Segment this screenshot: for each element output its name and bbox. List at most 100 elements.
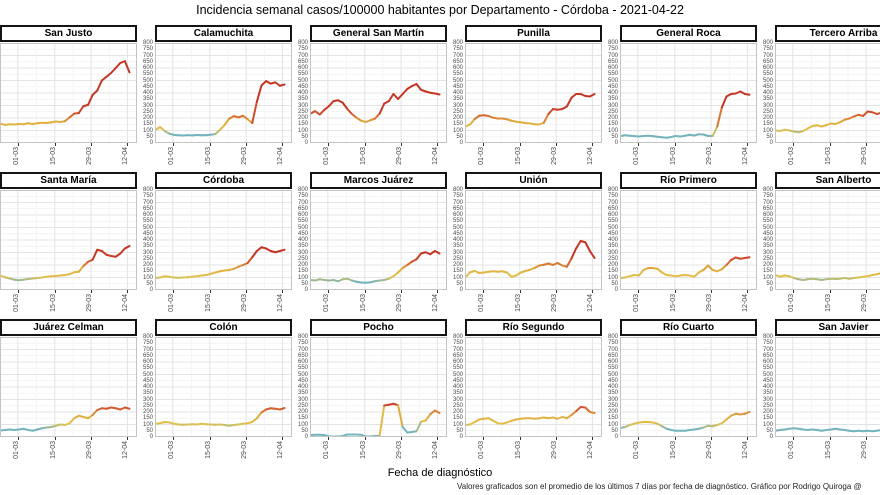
axis-tick	[127, 290, 129, 293]
y-tick-label: 0	[149, 287, 153, 293]
x-tick-label: 12-04	[277, 294, 285, 312]
y-tick-label: 500	[607, 224, 618, 231]
incidence-line-segment	[278, 248, 286, 252]
axis-tick	[519, 290, 521, 293]
x-tick-label: 15-03	[359, 294, 367, 312]
y-tick-label: 600	[297, 359, 308, 365]
incidence-line-segment	[725, 259, 733, 266]
incidence-line-segment	[68, 417, 76, 425]
y-tick-label: 750	[452, 46, 463, 53]
facet-panel-7	[0, 190, 137, 290]
x-tick-label: 12-04	[122, 441, 130, 459]
y-tick-label: 800	[607, 187, 618, 193]
incidence-line-segment	[875, 272, 880, 276]
incidence-line-segment	[415, 420, 423, 433]
y-tick-label: 550	[297, 365, 308, 372]
incidence-line-segment	[415, 252, 423, 261]
x-tick-label: 01-03	[787, 147, 795, 165]
axis-tick	[91, 143, 93, 146]
y-tick-label: 700	[607, 199, 618, 206]
x-tick-label: 01-03	[477, 441, 485, 459]
y-tick-label: 400	[142, 237, 153, 243]
y-tick-label: 600	[452, 65, 463, 71]
x-tick-label: 01-03	[167, 147, 175, 165]
x-tick-label: 01-03	[632, 441, 640, 459]
x-tick-label: 29-03	[86, 441, 94, 459]
incidence-line-segment	[397, 404, 404, 428]
y-tick-label: 200	[762, 409, 773, 415]
facet-strip-label: Santa María	[40, 175, 97, 186]
y-tick-label: 550	[452, 218, 463, 225]
y-tick-label: 200	[452, 115, 463, 121]
y-tick-label: 650	[762, 205, 773, 212]
panel-border	[620, 43, 757, 143]
y-tick-label: 400	[297, 90, 308, 96]
y-tick-label: 50	[146, 133, 153, 140]
facet-panel-11	[620, 190, 757, 290]
y-tick-label: 200	[452, 262, 463, 268]
y-tick-label: 250	[762, 108, 773, 115]
x-tick-label: 12-04	[742, 147, 750, 165]
incidence-line-segment	[565, 257, 573, 268]
incidence-line-segment	[875, 112, 880, 115]
axis-tick	[829, 143, 831, 146]
y-tick-label: 200	[607, 262, 618, 268]
y-tick-label: 300	[452, 102, 463, 109]
axis-tick	[246, 437, 248, 440]
x-tick-label: 29-03	[706, 294, 714, 312]
y-tick-label: 250	[762, 402, 773, 409]
y-tick-label: 700	[452, 199, 463, 206]
incidence-line-segment	[159, 126, 166, 133]
x-tick-label: 15-03	[669, 441, 677, 459]
y-tick-label: 350	[452, 243, 463, 250]
y-tick-label: 0	[149, 434, 153, 440]
y-tick-label: 50	[301, 133, 308, 140]
y-tick-label: 600	[452, 212, 463, 218]
y-tick-label: 450	[762, 83, 773, 90]
y-tick-label: 650	[607, 205, 618, 212]
panel-border	[155, 43, 292, 143]
y-tick-label: 600	[142, 212, 153, 218]
incidence-line-segment	[720, 95, 728, 109]
y-tick-label: 500	[607, 77, 618, 84]
axis-tick	[209, 290, 211, 293]
incidence-line-segment	[720, 264, 728, 271]
incidence-line-segment	[82, 260, 90, 267]
x-tick-label: 29-03	[241, 441, 249, 459]
y-tick-label: 250	[607, 402, 618, 409]
y-tick-label: 50	[611, 427, 618, 434]
y-tick-label: 750	[762, 340, 773, 347]
y-tick-label: 50	[766, 427, 773, 434]
x-tick-label: 12-04	[742, 441, 750, 459]
y-tick-label: 300	[142, 249, 153, 256]
y-tick-label: 400	[452, 90, 463, 96]
x-tick-label: 01-03	[12, 294, 20, 312]
facet-panel-1	[0, 43, 137, 143]
incidence-line-segment	[542, 113, 550, 124]
facet-strip-label: Pocho	[363, 322, 394, 333]
incidence-line-segment	[223, 117, 231, 126]
facet-panel-14	[155, 337, 292, 437]
y-tick-label: 550	[297, 218, 308, 225]
incidence-line-segment	[87, 93, 94, 106]
axis-tick	[282, 437, 284, 440]
y-tick-label: 0	[459, 434, 463, 440]
y-tick-label: 450	[297, 230, 308, 237]
axis-tick	[747, 143, 749, 146]
y-tick-label: 0	[769, 434, 773, 440]
y-tick-label: 50	[766, 280, 773, 287]
y-tick-label: 750	[452, 193, 463, 200]
axis-tick	[172, 143, 174, 146]
y-tick-label: 0	[304, 287, 308, 293]
axis-tick	[327, 143, 329, 146]
y-tick-label: 350	[762, 390, 773, 397]
y-tick-label: 650	[142, 352, 153, 359]
axis-tick	[711, 437, 713, 440]
x-tick-label: 29-03	[86, 147, 94, 165]
y-tick-label: 750	[607, 193, 618, 200]
facet-strip-label: San Javier	[818, 322, 869, 333]
y-tick-label: 500	[297, 77, 308, 84]
incidence-line-segment	[110, 67, 117, 74]
x-tick-label: 15-03	[824, 441, 832, 459]
y-tick-label: 250	[607, 255, 618, 262]
